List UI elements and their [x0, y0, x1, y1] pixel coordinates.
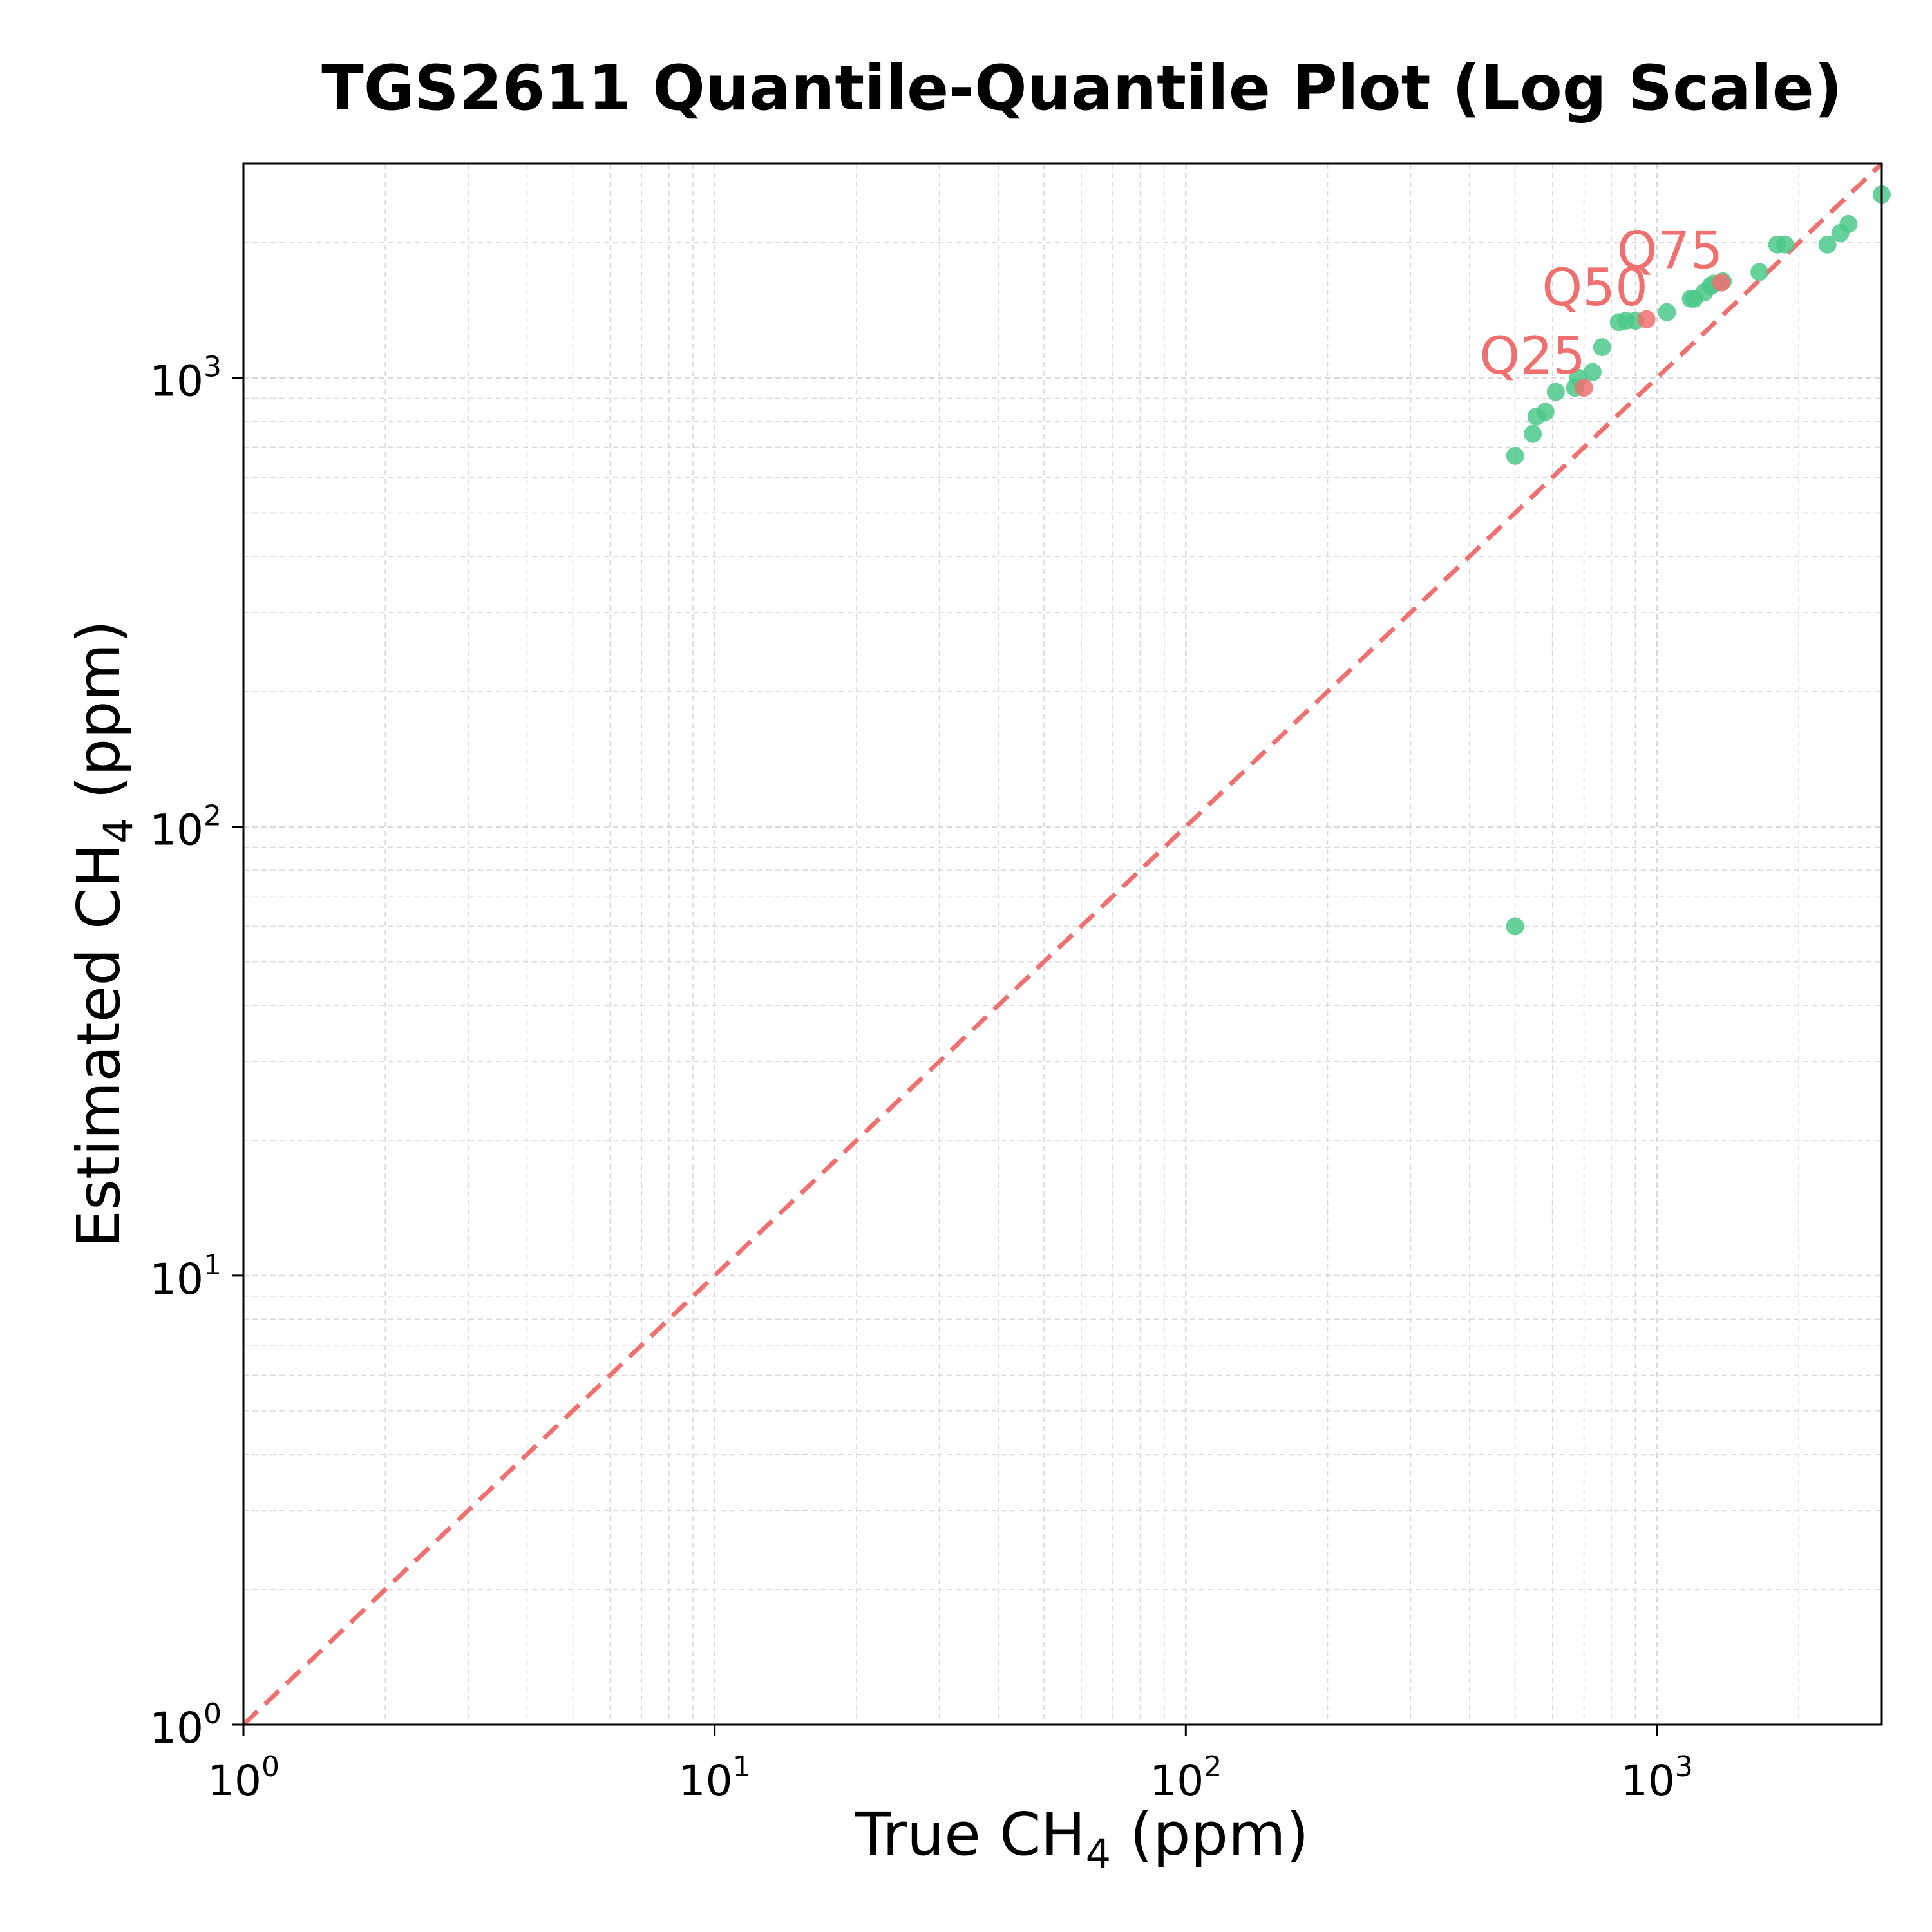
- reference-line-group: [242, 162, 1884, 1727]
- data-point: [1818, 235, 1837, 254]
- quantile-label: Q75: [1617, 221, 1723, 281]
- data-point: [1658, 303, 1676, 321]
- x-tick-label: 103: [1621, 1750, 1693, 1806]
- quantile-point: [1637, 310, 1656, 328]
- x-tick-label: 101: [679, 1750, 751, 1806]
- plot-frame: [242, 162, 1883, 1726]
- data-point: [1750, 263, 1769, 281]
- y-tick-label: 101: [149, 1249, 222, 1304]
- y-tick-label: 103: [149, 351, 222, 406]
- data-point: [1546, 383, 1565, 401]
- y-axis-label-prefix: Estimated CH: [64, 844, 133, 1247]
- data-point: [1506, 917, 1524, 936]
- y-axis-label-suffix: (ppm): [64, 620, 133, 818]
- x-tick-label: 100: [207, 1750, 279, 1806]
- y-axis-label-subscript: 4: [95, 818, 142, 843]
- quantile-point: [1575, 379, 1593, 397]
- x-axis-label: True CH4 (ppm): [855, 1800, 1309, 1877]
- quantile-label: Q25: [1479, 326, 1586, 386]
- data-point: [1506, 446, 1524, 465]
- y-tick-label: 102: [149, 800, 222, 855]
- y-axis-label: Estimated CH4 (ppm): [64, 620, 142, 1247]
- quantile-point: [1712, 273, 1730, 292]
- data-point: [1583, 363, 1602, 381]
- data-point: [1536, 402, 1555, 421]
- data-point: [1524, 424, 1542, 443]
- grid-lines: [242, 163, 1882, 1726]
- x-axis-label-subscript: 4: [1086, 1830, 1111, 1877]
- quantile-label: Q50: [1542, 258, 1648, 317]
- data-point: [1839, 214, 1858, 233]
- reference-line: [242, 162, 1884, 1727]
- axis-ticks: 100 101 102 103 100 101 102 103: [149, 351, 1693, 1806]
- x-axis-label-prefix: True CH: [855, 1800, 1086, 1869]
- y-tick-label: 100: [149, 1698, 222, 1753]
- data-point: [1593, 338, 1611, 357]
- x-axis-label-suffix: (ppm): [1111, 1800, 1309, 1869]
- x-tick-label: 102: [1150, 1750, 1222, 1806]
- data-point: [1776, 235, 1794, 254]
- chart-title: TGS2611 Quantile-Quantile Plot (Log Scal…: [321, 52, 1842, 124]
